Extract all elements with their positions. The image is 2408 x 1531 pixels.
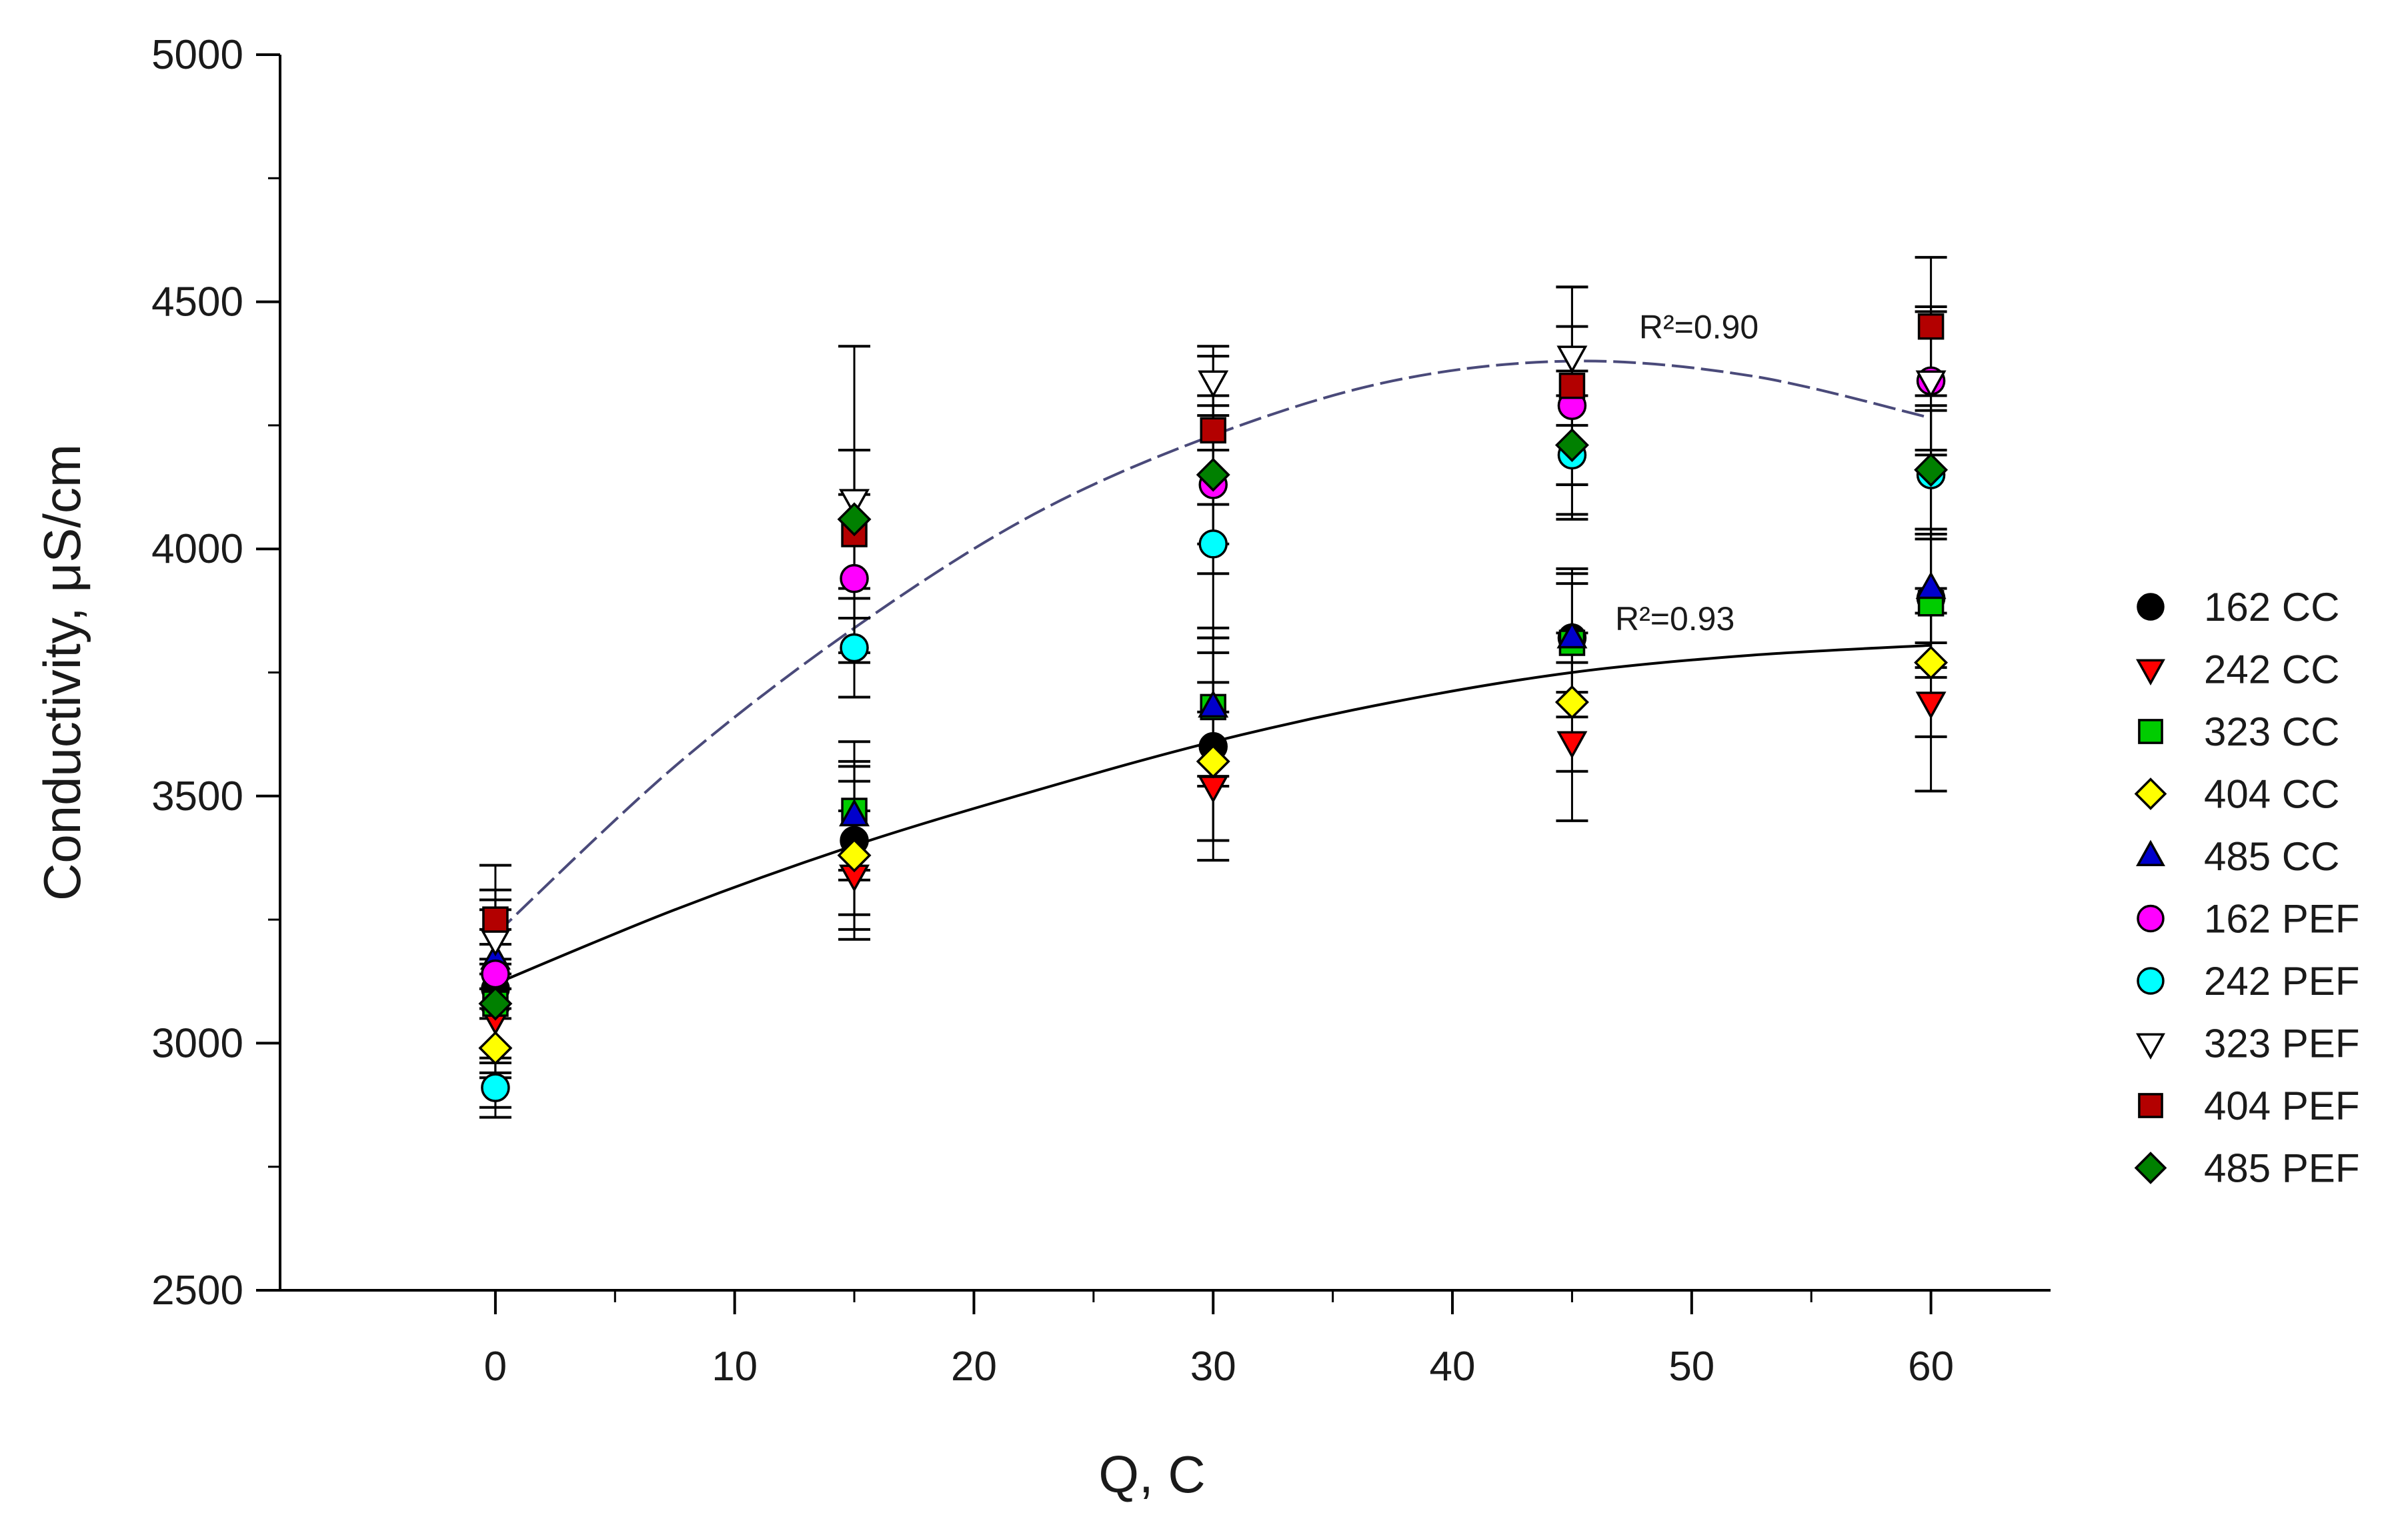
point-162-pef bbox=[481, 959, 510, 989]
point-242-pef bbox=[1198, 529, 1228, 559]
data-points bbox=[478, 313, 1949, 1102]
legend-marker-485-cc bbox=[2136, 840, 2165, 867]
point-323-pef bbox=[1556, 345, 1588, 373]
point-485-pef bbox=[1554, 428, 1589, 463]
point-485-pef bbox=[837, 502, 872, 537]
x-axis-title: Q, C bbox=[1098, 1445, 1205, 1504]
legend-marker-323-cc bbox=[2138, 719, 2163, 744]
legend-marker-404-pef bbox=[2138, 1093, 2163, 1118]
legend-marker-242-cc bbox=[2136, 659, 2165, 686]
x-tick-label: 10 bbox=[712, 1344, 758, 1390]
y-tick-label: 3000 bbox=[151, 1020, 243, 1066]
point-404-pef bbox=[1558, 372, 1586, 399]
point-404-cc bbox=[1914, 645, 1949, 680]
legend-label-242-cc: 242 CC bbox=[2204, 647, 2339, 692]
point-404-pef bbox=[1200, 417, 1227, 444]
point-485-pef bbox=[1196, 457, 1230, 492]
y-axis-title: Conductivity, μS/cm bbox=[33, 444, 91, 901]
point-323-pef bbox=[1915, 370, 1947, 398]
point-323-pef bbox=[839, 489, 870, 517]
point-404-cc bbox=[478, 1031, 513, 1066]
legend-label-162-pef: 162 PEF bbox=[2204, 897, 2359, 942]
x-tick-label: 50 bbox=[1668, 1344, 1714, 1390]
legend-marker-242-pef bbox=[2137, 967, 2165, 995]
r2-annotation: R²=0.90 bbox=[1639, 309, 1758, 346]
point-485-cc bbox=[1915, 571, 1947, 599]
legend-label-323-cc: 323 CC bbox=[2204, 709, 2339, 754]
legend-label-404-pef: 404 PEF bbox=[2204, 1084, 2359, 1128]
point-323-pef bbox=[479, 928, 511, 957]
legend-label-485-cc: 485 CC bbox=[2204, 834, 2339, 879]
x-tick-label: 20 bbox=[951, 1344, 997, 1390]
legend-marker-485-pef bbox=[2134, 1152, 2167, 1184]
point-404-cc bbox=[1554, 685, 1589, 719]
y-tick-label: 5000 bbox=[151, 32, 243, 78]
legend-marker-323-pef bbox=[2136, 1033, 2165, 1060]
point-242-pef bbox=[840, 633, 869, 663]
legend-label-242-pef: 242 PEF bbox=[2204, 959, 2359, 1004]
point-242-cc bbox=[1915, 691, 1947, 719]
fit-curve-pef bbox=[494, 359, 1932, 936]
point-485-cc bbox=[839, 798, 870, 827]
point-485-cc bbox=[1198, 689, 1229, 718]
y-tick-label: 4000 bbox=[151, 526, 243, 572]
point-404-pef bbox=[1917, 313, 1945, 340]
x-tick-label: 60 bbox=[1908, 1344, 1954, 1390]
y-tick-label: 2500 bbox=[151, 1268, 243, 1314]
point-404-cc bbox=[837, 838, 872, 873]
point-485-pef bbox=[478, 986, 513, 1021]
point-242-pef bbox=[481, 1073, 510, 1102]
point-323-pef bbox=[1198, 370, 1229, 398]
x-tick-label: 30 bbox=[1190, 1344, 1236, 1390]
r2-annotation: R²=0.93 bbox=[1615, 600, 1734, 637]
legend-marker-162-cc bbox=[2137, 593, 2165, 621]
legend-label-485-pef: 485 PEF bbox=[2204, 1146, 2359, 1191]
point-162-pef bbox=[840, 563, 869, 593]
legend-marker-162-pef bbox=[2137, 904, 2165, 933]
point-242-cc bbox=[1198, 776, 1229, 804]
legend-label-404-cc: 404 CC bbox=[2204, 772, 2339, 817]
point-242-cc bbox=[1556, 731, 1588, 759]
y-tick-label: 4500 bbox=[151, 279, 243, 325]
legend: 162 CC 242 CC 323 CC 404 CC 485 CC 162 PEF 242… bbox=[2134, 585, 2359, 1191]
point-485-cc bbox=[1556, 621, 1588, 649]
axes bbox=[256, 53, 2051, 1314]
x-tick-label: 40 bbox=[1430, 1344, 1476, 1390]
point-404-cc bbox=[1196, 744, 1230, 779]
x-tick-label: 0 bbox=[484, 1344, 507, 1390]
point-404-pef bbox=[482, 906, 509, 933]
point-485-pef bbox=[1914, 453, 1949, 487]
legend-label-162-cc: 162 CC bbox=[2204, 585, 2339, 629]
y-tick-label: 3500 bbox=[151, 774, 243, 820]
legend-label-323-pef: 323 PEF bbox=[2204, 1022, 2359, 1066]
legend-marker-404-cc bbox=[2134, 778, 2167, 810]
chart-labels: 2500 3000 3500 4000 4500 5000 0 10 20 30 40 50 60 Q, … bbox=[33, 32, 1954, 1504]
